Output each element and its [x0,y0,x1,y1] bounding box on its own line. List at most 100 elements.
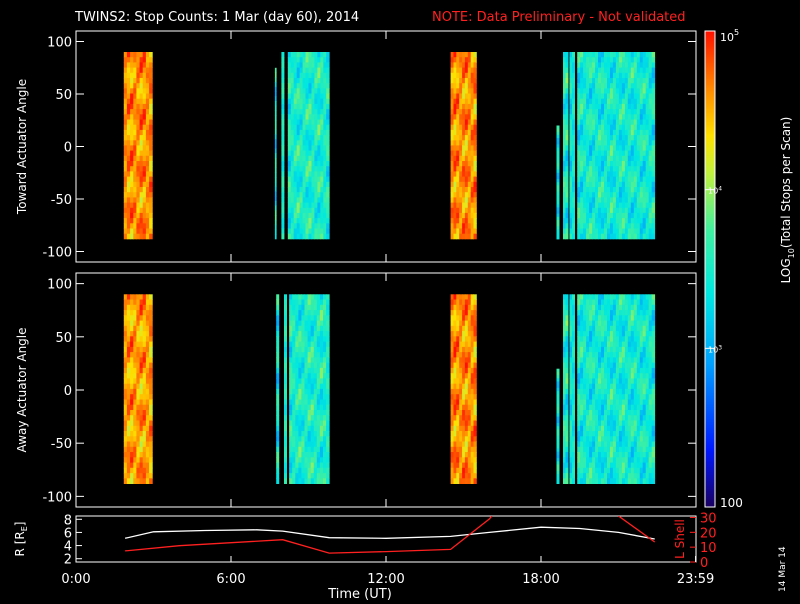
heat-cell [648,457,653,463]
heat-cell [583,166,587,172]
heat-cell [126,62,131,68]
heat-cell [136,171,140,177]
heat-cell [595,462,599,469]
heat-cell [450,441,454,448]
heat-cell [296,202,301,209]
heat-cell [612,431,617,437]
heat-cell [462,67,466,74]
heat-cell [630,299,635,306]
heat-cell [290,103,295,110]
heat-cell [563,341,566,348]
heat-cell [633,171,638,177]
heat-cell [633,473,638,479]
heat-cell [281,233,285,240]
heat-cell [636,103,641,110]
heat-cell [556,445,560,449]
heat-cell [577,202,581,209]
heat-cell [592,352,596,358]
heat-cell [323,452,327,458]
heat-cell [276,446,280,453]
heat-cell [326,373,330,379]
y-right-tick-label: 30 [700,511,717,526]
heat-cell [610,325,614,332]
data-block [556,368,560,484]
heat-cell [145,228,150,235]
heat-cell [556,223,560,227]
heat-cell [311,176,315,183]
heat-cell [293,72,298,79]
heat-cell [636,119,641,126]
heat-cell [130,93,134,100]
heat-cell [633,362,638,369]
heat-cell [639,410,644,416]
heat-cell [302,181,306,188]
heat-cell [319,457,324,463]
heat-cell [464,320,469,327]
heat-cell [145,378,150,385]
heat-cell [615,446,620,453]
heat-cell [572,98,575,105]
heat-cell [648,425,653,432]
heat-cell [607,145,611,151]
heat-cell [624,83,629,89]
heat-cell [123,373,128,379]
heat-cell [453,181,457,188]
heat-cell [139,315,144,321]
heat-cell [130,357,134,364]
heat-cell [651,399,656,406]
heat-cell [630,467,635,474]
heat-cell [639,192,644,198]
heat-cell [473,367,477,374]
heat-cell [615,436,620,442]
heat-cell [310,478,315,484]
heat-cell [639,233,644,240]
heat-cell [607,98,611,105]
heat-cell [615,161,620,167]
heat-cell [621,452,626,458]
heat-cell [473,218,477,224]
heat-cell [598,223,602,229]
heat-cell [139,197,144,203]
heat-cell [607,341,611,348]
heat-cell [580,331,584,337]
x-axis-label: Time (UT) [327,587,392,600]
heat-cell [580,155,584,162]
heat-cell [565,410,569,416]
heat-cell [304,341,308,348]
heat-cell [319,404,324,411]
heat-cell [598,83,602,89]
heat-cell [473,452,477,458]
heat-cell [569,150,573,157]
heat-cell [142,310,147,316]
heat-cell [598,78,602,84]
heat-cell [467,109,472,115]
heat-cell [139,362,144,369]
heat-cell [648,67,653,74]
heat-cell [467,478,472,484]
heat-cell [296,109,301,115]
heat-cell [292,336,296,342]
heat-cell [136,176,140,183]
heat-cell [604,181,608,188]
heat-cell [639,62,644,68]
heat-cell [133,415,137,421]
heat-cell [615,467,620,474]
heat-cell [633,341,638,348]
heat-cell [618,192,623,198]
heat-cell [142,431,147,437]
heat-cell [274,234,277,240]
heat-cell [142,124,147,131]
heat-cell [296,155,301,162]
heat-cell [615,218,620,224]
heat-cell [636,155,641,162]
heat-cell [651,457,656,463]
heat-cell [610,140,614,146]
heat-cell [136,304,140,311]
heat-cell [123,124,128,131]
heat-cell [604,223,608,229]
colorbar-tick-exp: 4 [718,186,722,193]
heat-cell [464,166,469,172]
heat-cell [326,336,330,342]
heat-cell [607,119,611,126]
heat-cell [326,192,330,198]
